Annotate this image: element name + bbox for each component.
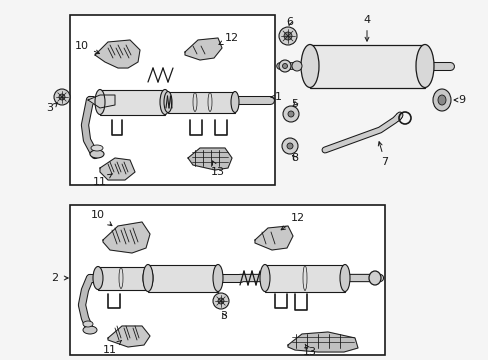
Text: 10: 10: [91, 210, 112, 226]
Circle shape: [291, 61, 302, 71]
Circle shape: [284, 32, 291, 40]
Text: 11: 11: [103, 340, 122, 355]
Circle shape: [287, 111, 293, 117]
Ellipse shape: [415, 45, 433, 87]
Bar: [309, 45, 424, 88]
Text: 12: 12: [281, 213, 305, 230]
Polygon shape: [95, 40, 140, 68]
Circle shape: [286, 143, 292, 149]
Polygon shape: [184, 38, 222, 60]
Ellipse shape: [142, 265, 153, 292]
Circle shape: [283, 106, 298, 122]
Bar: [100, 90, 164, 115]
Circle shape: [59, 94, 65, 100]
Ellipse shape: [260, 265, 269, 292]
Circle shape: [279, 60, 290, 72]
Circle shape: [282, 138, 297, 154]
Ellipse shape: [83, 321, 93, 327]
Ellipse shape: [432, 89, 450, 111]
Text: 12: 12: [219, 33, 239, 45]
Polygon shape: [187, 148, 231, 170]
Ellipse shape: [301, 45, 318, 87]
Polygon shape: [103, 222, 150, 253]
Text: 13: 13: [303, 344, 316, 357]
Bar: [168, 92, 235, 113]
Text: 6: 6: [286, 17, 293, 27]
Ellipse shape: [93, 266, 103, 289]
Ellipse shape: [213, 265, 223, 292]
Bar: [98, 267, 148, 290]
Circle shape: [218, 298, 224, 304]
Text: 7: 7: [378, 142, 388, 167]
Text: 8: 8: [291, 153, 298, 163]
Polygon shape: [254, 226, 292, 250]
Ellipse shape: [142, 266, 153, 289]
Ellipse shape: [160, 90, 170, 114]
Text: 10: 10: [75, 41, 99, 54]
Text: 13: 13: [210, 161, 224, 177]
Ellipse shape: [368, 271, 380, 285]
Text: 2: 2: [51, 273, 59, 283]
Polygon shape: [88, 95, 115, 108]
Text: 11: 11: [93, 174, 112, 187]
Text: 4: 4: [363, 15, 370, 41]
Text: 1: 1: [270, 92, 281, 102]
Circle shape: [282, 63, 287, 68]
Text: 3: 3: [46, 103, 53, 113]
Text: 3: 3: [220, 311, 227, 321]
Ellipse shape: [163, 91, 172, 112]
Ellipse shape: [95, 90, 105, 114]
Circle shape: [279, 27, 296, 45]
Polygon shape: [287, 332, 357, 352]
Polygon shape: [108, 326, 150, 347]
Bar: [70, 205, 384, 355]
Ellipse shape: [339, 265, 349, 292]
Ellipse shape: [230, 91, 239, 112]
Text: 9: 9: [453, 95, 465, 105]
Ellipse shape: [83, 326, 97, 334]
Ellipse shape: [90, 150, 104, 158]
Bar: [148, 265, 218, 292]
Polygon shape: [100, 158, 135, 180]
Circle shape: [213, 293, 228, 309]
Ellipse shape: [437, 95, 445, 105]
Circle shape: [54, 89, 70, 105]
Bar: [70, 15, 274, 185]
Text: 5: 5: [291, 99, 298, 109]
Bar: [264, 265, 345, 292]
Ellipse shape: [91, 145, 103, 151]
